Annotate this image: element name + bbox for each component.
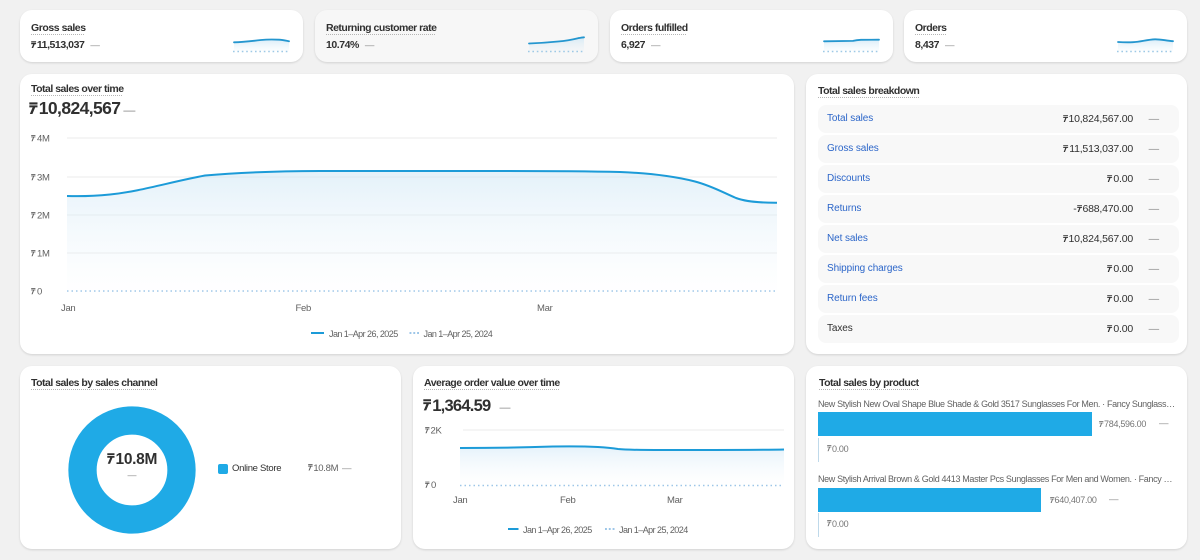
svg-text:0: 0 xyxy=(37,287,42,298)
svg-text:Jan 1–Apr 25, 2024: Jan 1–Apr 25, 2024 xyxy=(424,329,493,339)
svg-text:Jan: Jan xyxy=(61,303,75,314)
svg-text:2M: 2M xyxy=(37,211,50,222)
svg-text:Jan 1–Apr 25, 2024: Jan 1–Apr 25, 2024 xyxy=(619,525,688,535)
svg-text:Jan: Jan xyxy=(453,495,467,506)
svg-text:1M: 1M xyxy=(37,249,50,260)
svg-text:Jan 1–Apr 26, 2025: Jan 1–Apr 26, 2025 xyxy=(329,329,398,339)
svg-text:Jan 1–Apr 26, 2025: Jan 1–Apr 26, 2025 xyxy=(523,525,592,535)
svg-text:Feb: Feb xyxy=(560,495,575,506)
svg-text:Mar: Mar xyxy=(537,303,553,314)
svg-text:4M: 4M xyxy=(37,134,50,145)
svg-text:0: 0 xyxy=(431,480,436,491)
svg-text:2K: 2K xyxy=(431,426,443,437)
svg-text:3M: 3M xyxy=(37,173,50,184)
svg-text:Feb: Feb xyxy=(296,303,311,314)
svg-text:Mar: Mar xyxy=(667,495,683,506)
